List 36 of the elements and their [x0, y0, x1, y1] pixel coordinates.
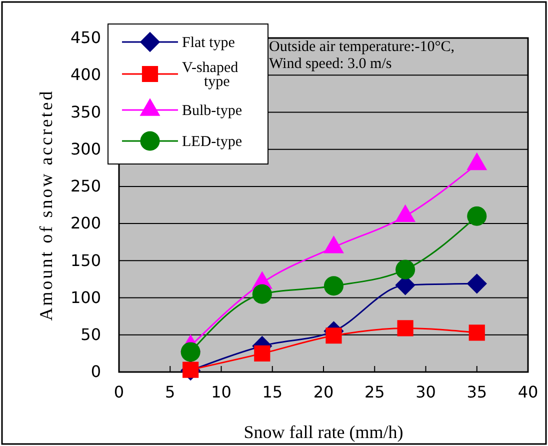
point: [467, 206, 487, 226]
y-tick-label: 200: [70, 214, 101, 233]
x-tick-label: 5: [165, 382, 176, 402]
x-tick-label: 40: [518, 382, 538, 402]
y-tick-label: 0: [90, 362, 101, 382]
legend-label: LED-type: [182, 134, 242, 150]
point: [254, 345, 270, 362]
x-tick-label: 20: [313, 382, 334, 402]
x-tick-label: 0: [114, 382, 124, 402]
y-tick-label: 50: [80, 325, 101, 344]
x-tick-label: 10: [211, 382, 232, 402]
y-tick-label: 350: [70, 102, 101, 122]
legend-label: Flat type: [182, 35, 236, 51]
x-tick-label: 15: [262, 382, 283, 402]
point: [397, 320, 414, 336]
point: [252, 284, 272, 304]
y-axis-title: Amount of snow accreted: [36, 89, 56, 321]
annotation: Outside air temperature:-10°C, Wind speed: 3.0 m/s: [269, 39, 455, 72]
point: [466, 274, 487, 294]
legend-label: V-shaped type: [182, 60, 239, 90]
y-tick-label: 100: [70, 288, 101, 307]
point: [468, 324, 485, 341]
x-axis-title: Snow fall rate (mm/h): [244, 422, 404, 442]
point: [180, 342, 200, 362]
y-tick-label: 150: [70, 250, 101, 270]
y-tick-label: 450: [70, 28, 101, 48]
y-tick-label: 400: [70, 65, 101, 84]
x-tick-label: 25: [364, 382, 385, 402]
legend-label: Bulb-type: [182, 103, 242, 119]
y-tick-label: 250: [70, 176, 101, 196]
x-tick-label: 35: [466, 382, 488, 402]
x-tick-label: 30: [416, 382, 436, 402]
point: [324, 276, 344, 296]
point: [326, 328, 342, 344]
y-tick-label: 300: [70, 139, 101, 158]
point: [396, 260, 416, 280]
